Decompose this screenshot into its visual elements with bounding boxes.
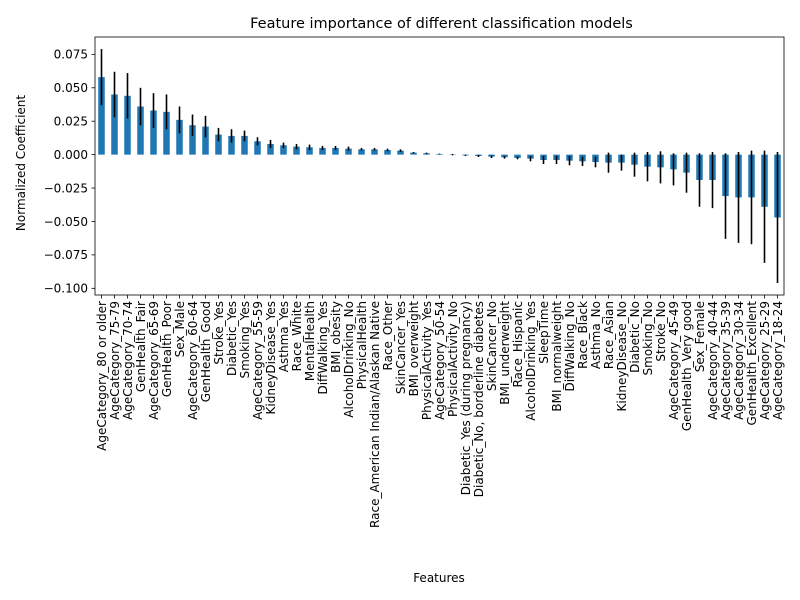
x-tick-label: AgeCategory_50-54 (433, 301, 447, 420)
x-tick-label: GenHealth_Very good (680, 301, 694, 431)
x-tick-label: Smoking_No (641, 301, 655, 375)
bar (384, 149, 391, 155)
y-tick-label: −0.025 (44, 181, 88, 195)
x-tick-label: Diabetic_No, borderline diabetes (472, 301, 486, 497)
bar (267, 143, 274, 155)
bar (189, 125, 196, 155)
bar (241, 135, 248, 155)
bar (293, 146, 300, 155)
x-tick-label: SkinCancer_No (485, 301, 499, 391)
bar (410, 152, 417, 155)
plot-frame (94, 36, 785, 296)
x-tick-label: SkinCancer_Yes (394, 301, 408, 394)
bar (124, 95, 131, 155)
x-tick-label: Race_White (290, 301, 304, 371)
x-tick-label: GenHealth_Excellent (745, 301, 759, 426)
x-tick-label: AgeCategory_18-24 (771, 301, 785, 420)
x-tick-label: Smoking_Yes (238, 301, 252, 379)
bars-group (98, 77, 781, 218)
x-tick-label: PhysicalActivity_No (446, 301, 460, 417)
bar (98, 77, 105, 155)
y-tick-label: 0.050 (54, 81, 88, 95)
x-tick-label: DiffWalking_Yes (316, 301, 330, 395)
bar (215, 134, 222, 155)
y-axis-label: Normalized Coefficient (14, 95, 28, 231)
x-tick-label: Asthma_No (589, 301, 603, 369)
y-tick-label: −0.100 (44, 282, 88, 296)
bar (514, 154, 521, 158)
x-tick-label: BMI_underweight (498, 301, 512, 405)
bar (111, 94, 118, 155)
bar (150, 110, 157, 155)
error-bars-group (100, 49, 779, 283)
x-tick-label: AgeCategory_60-64 (186, 301, 200, 420)
bar (358, 149, 365, 155)
x-tick-label: SleepTime (537, 301, 551, 364)
x-tick-label: AgeCategory_45-49 (667, 301, 681, 420)
x-axis: AgeCategory_80 or older AgeCategory_75-79… (95, 295, 785, 528)
x-tick-label: DiffWalking_No (563, 301, 577, 391)
x-tick-label: Asthma_Yes (277, 301, 291, 372)
x-tick-label: BMI_overweight (407, 301, 421, 397)
x-tick-label: GenHealth_Good (199, 301, 213, 402)
bar (280, 145, 287, 155)
x-tick-label: Stroke_No (654, 301, 668, 362)
x-tick-label: Race_Other (381, 301, 395, 371)
bar (202, 126, 209, 155)
x-tick-label: PhysicalHealth (355, 301, 369, 389)
bar (163, 111, 170, 155)
x-tick-label: Sex_Male (173, 301, 187, 357)
x-tick-label: Race_American Indian/Alaskan Native (368, 301, 382, 528)
bar (228, 135, 235, 155)
y-tick-label: 0.000 (54, 148, 88, 162)
x-tick-label: PhysicalActivity_Yes (420, 301, 434, 420)
bar (306, 147, 313, 155)
x-tick-label: Diabetic_No (628, 301, 642, 373)
bar (332, 147, 339, 155)
x-tick-label: AlcoholDrinking_No (342, 301, 356, 418)
x-tick-label: KidneyDisease_No (615, 301, 629, 411)
y-tick-label: 0.025 (54, 115, 88, 129)
y-tick-label: −0.075 (44, 248, 88, 262)
x-tick-label: AgeCategory_75-79 (108, 301, 122, 420)
chart-title: Feature importance of different classifi… (250, 16, 633, 32)
x-tick-label: AgeCategory_35-39 (719, 301, 733, 420)
x-tick-label: AgeCategory_25-29 (758, 301, 772, 420)
x-tick-label: KidneyDisease_Yes (264, 301, 278, 414)
bar (137, 106, 144, 155)
bar (371, 149, 378, 155)
x-tick-label: GenHealth_Poor (160, 301, 174, 397)
y-axis: −0.100 −0.075 −0.050 −0.025 0.000 0.025 0.050 0… (44, 48, 95, 296)
x-tick-label: AgeCategory_55-59 (251, 301, 265, 420)
x-tick-label: AgeCategory_40-44 (706, 301, 720, 420)
x-tick-label: Diabetic_Yes (225, 301, 239, 376)
x-axis-label: Features (413, 571, 465, 585)
x-tick-label: AgeCategory_30-34 (732, 301, 746, 420)
y-tick-label: −0.050 (44, 215, 88, 229)
bar (345, 148, 352, 155)
bar (319, 147, 326, 155)
x-tick-label: AgeCategory_70-74 (121, 301, 135, 420)
y-tick-label: 0.075 (54, 48, 88, 62)
x-tick-label: GenHealth_Fair (134, 301, 148, 392)
bar (254, 141, 261, 155)
x-tick-label: Diabetic_Yes (during pregnancy) (459, 301, 473, 495)
x-tick-label: BMI_normalweight (550, 301, 564, 412)
bar (176, 119, 183, 155)
x-tick-label: MentalHealth (303, 301, 317, 381)
x-tick-label: Race_Black (576, 301, 590, 369)
x-tick-label: Sex_Female (693, 301, 707, 372)
x-tick-label: AgeCategory_65-69 (147, 301, 161, 420)
x-tick-label: Race_Asian (602, 301, 616, 369)
x-tick-label: Stroke_Yes (212, 301, 226, 365)
x-tick-label: AgeCategory_80 or older (95, 301, 109, 451)
x-tick-label: Race_Hispanic (511, 301, 525, 388)
x-tick-label: BMI_obesity (329, 301, 343, 373)
bar (397, 150, 404, 155)
x-tick-label: AlcoholDrinking_Yes (524, 301, 538, 421)
